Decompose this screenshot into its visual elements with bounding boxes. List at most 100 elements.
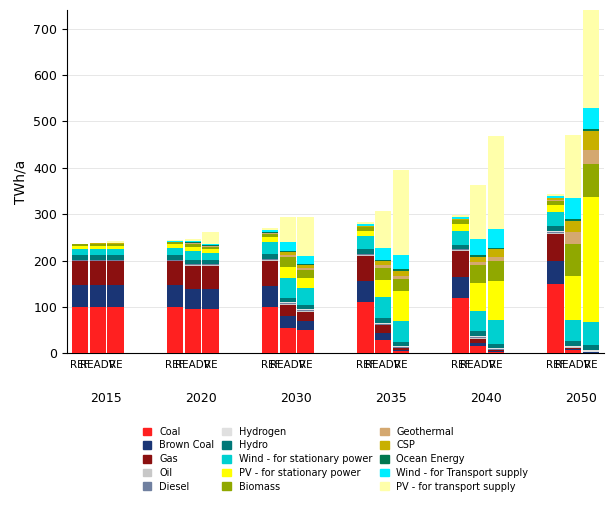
- Bar: [107, 307, 124, 353]
- Bar: [72, 248, 88, 255]
- Bar: [375, 323, 391, 324]
- Bar: [357, 222, 373, 224]
- Bar: [470, 263, 486, 265]
- Bar: [298, 268, 314, 270]
- Bar: [487, 248, 504, 249]
- Bar: [452, 224, 468, 231]
- Bar: [203, 264, 219, 265]
- Bar: [565, 276, 581, 321]
- Bar: [298, 312, 314, 321]
- Bar: [107, 246, 124, 248]
- Bar: [167, 244, 184, 248]
- Bar: [185, 247, 201, 251]
- Bar: [203, 232, 219, 244]
- Bar: [452, 231, 468, 245]
- Bar: [107, 260, 124, 261]
- Bar: [393, 321, 409, 342]
- Bar: [583, 322, 599, 345]
- Bar: [298, 265, 314, 268]
- Bar: [565, 221, 581, 232]
- Bar: [107, 248, 124, 255]
- Bar: [393, 255, 409, 269]
- Bar: [470, 338, 486, 339]
- Bar: [583, 131, 599, 150]
- Bar: [280, 297, 296, 302]
- Bar: [547, 226, 564, 231]
- Bar: [547, 205, 564, 212]
- Bar: [72, 261, 88, 262]
- Legend: Coal, Brown Coal, Gas, Oil, Diesel, Hydrogen, Hydro, Wind - for stationary power: Coal, Brown Coal, Gas, Oil, Diesel, Hydr…: [143, 426, 528, 492]
- Bar: [90, 262, 106, 285]
- Bar: [167, 242, 184, 244]
- Bar: [470, 346, 486, 353]
- Bar: [357, 237, 373, 249]
- Bar: [487, 262, 504, 281]
- Bar: [547, 200, 564, 201]
- Bar: [375, 324, 391, 325]
- Bar: [375, 265, 391, 267]
- Bar: [203, 244, 219, 245]
- Bar: [298, 305, 314, 309]
- Bar: [262, 307, 278, 353]
- Bar: [487, 249, 504, 257]
- Bar: [470, 185, 486, 239]
- Bar: [583, 150, 599, 164]
- Bar: [393, 291, 409, 321]
- Bar: [565, 349, 581, 351]
- Bar: [280, 255, 296, 258]
- Bar: [203, 289, 219, 309]
- Bar: [565, 244, 581, 276]
- Bar: [452, 277, 468, 297]
- Bar: [167, 261, 184, 262]
- Bar: [470, 336, 486, 337]
- Bar: [262, 230, 278, 232]
- Bar: [167, 285, 184, 307]
- Bar: [262, 254, 278, 259]
- Bar: [185, 264, 201, 265]
- Bar: [298, 270, 314, 278]
- Bar: [583, 0, 599, 108]
- Bar: [452, 217, 468, 219]
- Bar: [262, 286, 278, 307]
- Bar: [280, 278, 296, 297]
- Bar: [107, 255, 124, 260]
- Bar: [72, 246, 88, 248]
- Bar: [90, 260, 106, 261]
- Bar: [357, 254, 373, 255]
- Bar: [90, 255, 106, 260]
- Bar: [185, 289, 201, 309]
- Bar: [565, 351, 581, 353]
- Bar: [262, 260, 278, 261]
- Bar: [298, 330, 314, 353]
- Bar: [107, 241, 124, 243]
- Bar: [375, 210, 391, 248]
- Bar: [185, 239, 201, 241]
- Bar: [107, 285, 124, 307]
- Bar: [375, 318, 391, 323]
- Bar: [262, 228, 278, 230]
- Bar: [298, 278, 314, 288]
- Bar: [298, 311, 314, 312]
- Bar: [393, 346, 409, 347]
- Bar: [565, 232, 581, 244]
- Bar: [107, 262, 124, 285]
- Bar: [375, 333, 391, 340]
- Bar: [583, 345, 599, 350]
- Bar: [393, 351, 409, 353]
- Bar: [357, 227, 373, 231]
- Bar: [107, 261, 124, 262]
- Bar: [487, 257, 504, 262]
- Bar: [203, 265, 219, 266]
- Bar: [72, 307, 88, 353]
- Bar: [357, 256, 373, 282]
- Bar: [375, 325, 391, 326]
- Bar: [107, 244, 124, 246]
- Bar: [72, 255, 88, 260]
- Bar: [167, 262, 184, 285]
- Bar: [90, 307, 106, 353]
- Bar: [470, 239, 486, 255]
- Bar: [262, 261, 278, 286]
- Bar: [375, 261, 391, 265]
- Bar: [185, 309, 201, 353]
- Text: 2020: 2020: [185, 392, 217, 405]
